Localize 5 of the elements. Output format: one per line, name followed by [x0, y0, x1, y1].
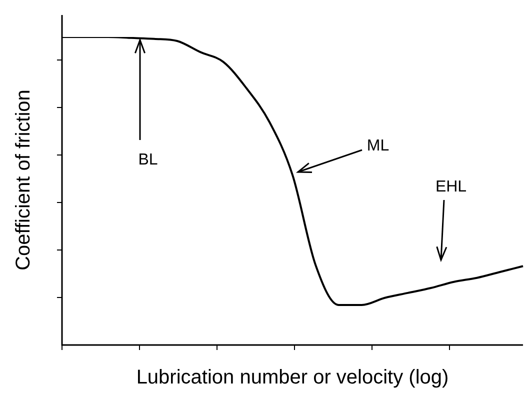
y-axis-title: Coefficient of friction [12, 90, 35, 270]
x-axis-title: Lubrication number or velocity (log) [136, 366, 449, 389]
annotation: ML [366, 137, 390, 154]
annotation: BL [138, 151, 158, 168]
annotation: EHL [435, 178, 467, 196]
